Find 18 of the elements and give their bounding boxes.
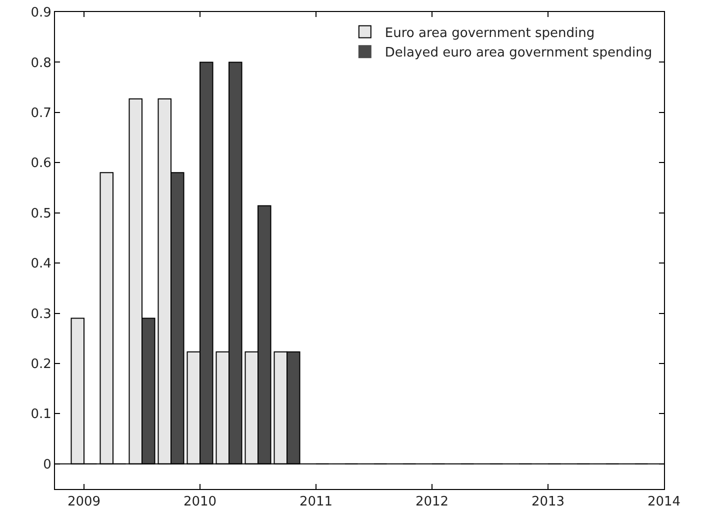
x-tick-label: 2011	[299, 494, 333, 510]
y-tick-label: 0.7	[30, 106, 52, 121]
x-tick-label: 2010	[183, 494, 217, 510]
y-tick-label: 0.4	[30, 256, 52, 272]
y-tick-label: 0.6	[30, 156, 52, 172]
y-tick-label: 0.9	[30, 6, 52, 21]
y-tick-label: 0.5	[30, 206, 52, 222]
x-tick-label: 2012	[415, 494, 449, 510]
x-tick-label: 2009	[67, 494, 101, 510]
y-tick-label: 0	[43, 457, 52, 472]
legend-label: Delayed euro area government spending	[384, 46, 652, 61]
legend-label: Euro area government spending	[384, 26, 595, 41]
y-tick-label: 0.3	[30, 306, 52, 322]
y-tick-label: 0.1	[30, 407, 52, 422]
x-tick-label: 2014	[647, 494, 681, 510]
y-tick-label: 0.8	[30, 56, 52, 71]
x-tick-label: 2013	[531, 494, 565, 510]
y-tick-label: 0.2	[30, 357, 52, 372]
